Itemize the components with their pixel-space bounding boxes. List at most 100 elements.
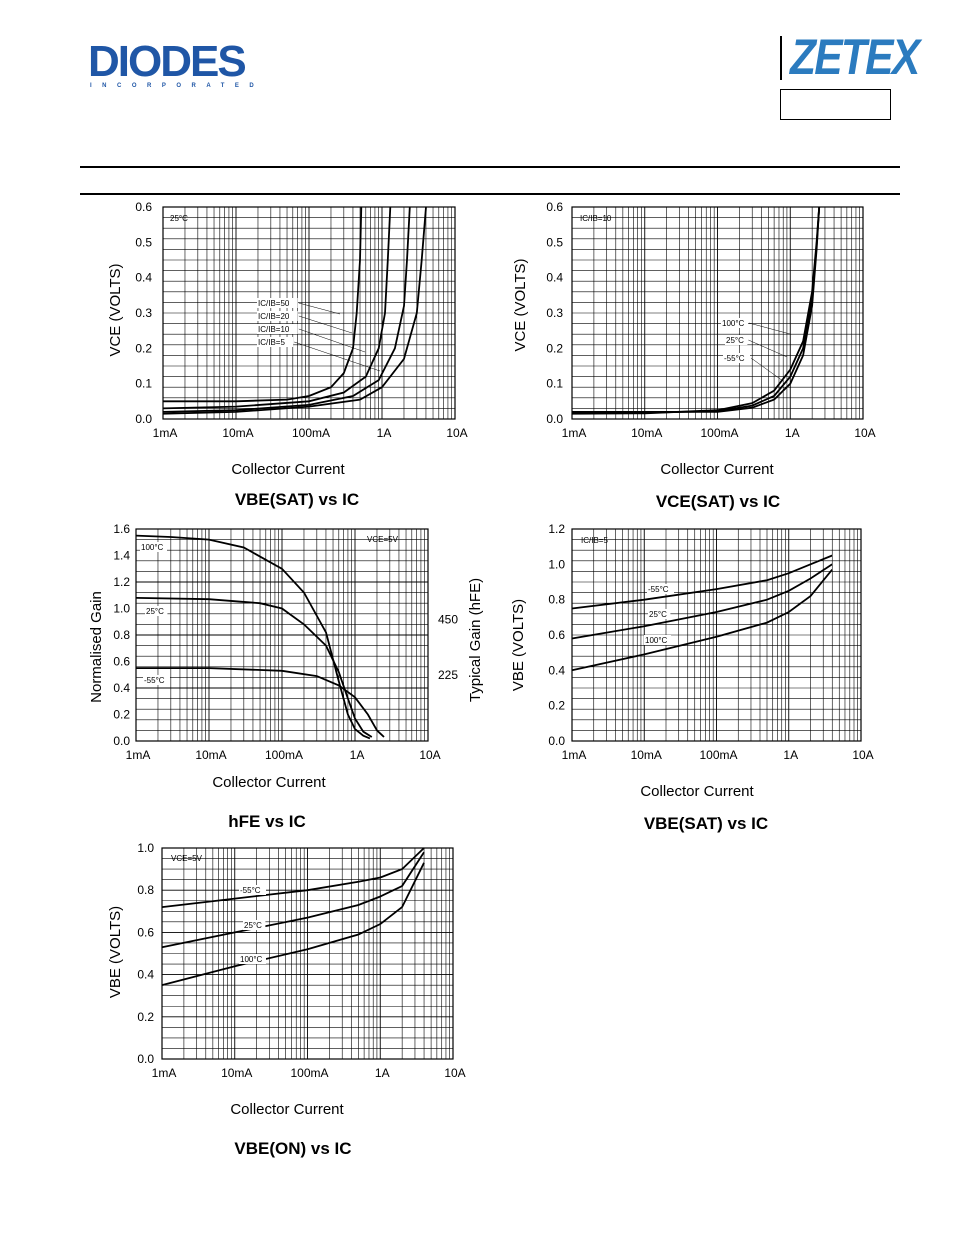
series-line bbox=[135, 597, 373, 738]
series-label-bg bbox=[647, 584, 674, 594]
y-tick-label: 0.2 bbox=[137, 1010, 154, 1024]
leader-line bbox=[748, 322, 791, 335]
plot-frame bbox=[571, 206, 864, 420]
series-label-bg bbox=[145, 606, 168, 616]
series-label-bg bbox=[257, 298, 298, 308]
x-tick-label: 10mA bbox=[221, 1066, 252, 1080]
y-tick-label: 0.5 bbox=[135, 235, 152, 249]
zetex-logo: ZETEX bbox=[790, 29, 920, 85]
series-label: -55°C bbox=[724, 354, 745, 363]
y-tick-label: 0.1 bbox=[546, 377, 563, 391]
y-tick-label: 0.0 bbox=[548, 734, 565, 748]
chart-vcesat_ic10: 1mA 10mA 100mA 1A 10A 0.0 0.1 0.2 0.3 0.4 0.5 0.6 Co… bbox=[512, 200, 876, 511]
series-line bbox=[135, 534, 371, 740]
series-line bbox=[161, 847, 425, 908]
y-tick-label: 0.2 bbox=[135, 341, 152, 355]
y-tick-label: 0.4 bbox=[546, 271, 563, 285]
y2-tick-label: 450 bbox=[438, 613, 458, 627]
condition-note: IC/IB=5 bbox=[581, 536, 608, 545]
chart-title: VBE(SAT) vs IC bbox=[644, 814, 768, 833]
x-tick-label: 100mA bbox=[290, 1066, 328, 1080]
series-label: 25°C bbox=[649, 610, 667, 619]
x-tick-label: 10A bbox=[419, 748, 440, 762]
y-tick-label: 0.4 bbox=[137, 968, 154, 982]
chart-vbeon: 1mA 10mA 100mA 1A 10A 0.0 0.2 0.4 0.6 0.8 1.0 Colle… bbox=[107, 841, 466, 1158]
x-tick-label: 1mA bbox=[562, 426, 587, 440]
y-tick-label: 0.8 bbox=[113, 628, 130, 642]
y-tick-label: 0.8 bbox=[137, 883, 154, 897]
series-label: 100°C bbox=[645, 636, 668, 645]
x-tick-label: 1mA bbox=[562, 748, 587, 762]
series-label-bg bbox=[257, 324, 298, 334]
series-line bbox=[571, 563, 833, 640]
y-tick-label: 0.4 bbox=[135, 271, 152, 285]
y-tick-label: 0.2 bbox=[113, 708, 130, 722]
series-line bbox=[162, 206, 411, 413]
y-axis-title: VCE (VOLTS) bbox=[107, 263, 124, 356]
series-label-bg bbox=[239, 954, 266, 964]
y-tick-label: 0.8 bbox=[548, 593, 565, 607]
y-axis-title: VBE (VOLTS) bbox=[510, 599, 527, 691]
y-tick-label: 0.4 bbox=[548, 663, 565, 677]
x-axis-title: Collector Current bbox=[230, 1101, 344, 1118]
series-label: IC/IB=50 bbox=[258, 299, 290, 308]
diodes-logo: DIODES bbox=[88, 37, 247, 86]
x-axis-title: Collector Current bbox=[212, 774, 326, 791]
chart-title: VCE(SAT) vs IC bbox=[656, 492, 780, 511]
series-label-bg bbox=[257, 311, 298, 321]
chart-title: VBE(ON) vs IC bbox=[234, 1139, 351, 1158]
y-tick-label: 0.6 bbox=[135, 200, 152, 214]
plot-frame bbox=[571, 528, 862, 742]
series-line bbox=[161, 851, 425, 949]
x-tick-label: 100mA bbox=[265, 748, 303, 762]
leader-line bbox=[298, 328, 366, 353]
x-tick-label: 1mA bbox=[153, 426, 178, 440]
series-line bbox=[162, 206, 392, 410]
x-tick-label: 1mA bbox=[152, 1066, 177, 1080]
series-label: IC/IB=10 bbox=[258, 325, 290, 334]
series-label: 25°C bbox=[244, 921, 262, 930]
y-tick-label: 0.0 bbox=[135, 412, 152, 426]
y-axis-title: Normalised Gain bbox=[88, 591, 105, 703]
x-tick-label: 1A bbox=[783, 748, 798, 762]
x-tick-label: 10A bbox=[444, 1066, 465, 1080]
x-tick-label: 10mA bbox=[631, 426, 662, 440]
series-label: 25°C bbox=[726, 336, 744, 345]
y2-tick-label: 225 bbox=[438, 668, 458, 682]
series-label: 25°C bbox=[146, 607, 164, 616]
x-tick-label: 10A bbox=[446, 426, 467, 440]
series-label: IC/IB=20 bbox=[258, 312, 290, 321]
x-tick-label: 100mA bbox=[699, 748, 737, 762]
y-tick-label: 0.6 bbox=[137, 925, 154, 939]
y2-axis-title: Typical Gain (hFE) bbox=[467, 578, 484, 702]
x-axis-title: Collector Current bbox=[231, 461, 345, 478]
diodes-logo-subtitle: INCORPORATED bbox=[90, 83, 265, 89]
x-tick-label: 100mA bbox=[700, 426, 738, 440]
y-tick-label: 0.6 bbox=[548, 628, 565, 642]
plot-frame bbox=[162, 206, 456, 420]
header-rule-bottom bbox=[80, 193, 900, 195]
plot-frame bbox=[161, 847, 454, 1060]
leader-line bbox=[750, 357, 784, 382]
y-tick-label: 1.2 bbox=[113, 575, 130, 589]
series-label: 100°C bbox=[240, 955, 263, 964]
zetex-divider bbox=[780, 36, 782, 80]
y-tick-label: 0.3 bbox=[135, 306, 152, 320]
condition-note: IC/IB=10 bbox=[580, 214, 612, 223]
series-label: -55°C bbox=[144, 676, 165, 685]
y-tick-label: 1.0 bbox=[137, 841, 154, 855]
series-line bbox=[162, 206, 427, 415]
y-tick-label: 0.6 bbox=[546, 200, 563, 214]
y-tick-label: 0.3 bbox=[546, 306, 563, 320]
y-tick-label: 0.6 bbox=[113, 655, 130, 669]
series-label-bg bbox=[140, 542, 167, 552]
series-label-bg bbox=[239, 885, 266, 895]
header-rule-top bbox=[80, 166, 900, 168]
leader-line bbox=[298, 315, 353, 334]
y-tick-label: 0.0 bbox=[546, 412, 563, 426]
x-tick-label: 10mA bbox=[222, 426, 253, 440]
x-tick-label: 1A bbox=[377, 426, 392, 440]
x-tick-label: 10mA bbox=[195, 748, 226, 762]
x-tick-label: 1A bbox=[375, 1066, 390, 1080]
